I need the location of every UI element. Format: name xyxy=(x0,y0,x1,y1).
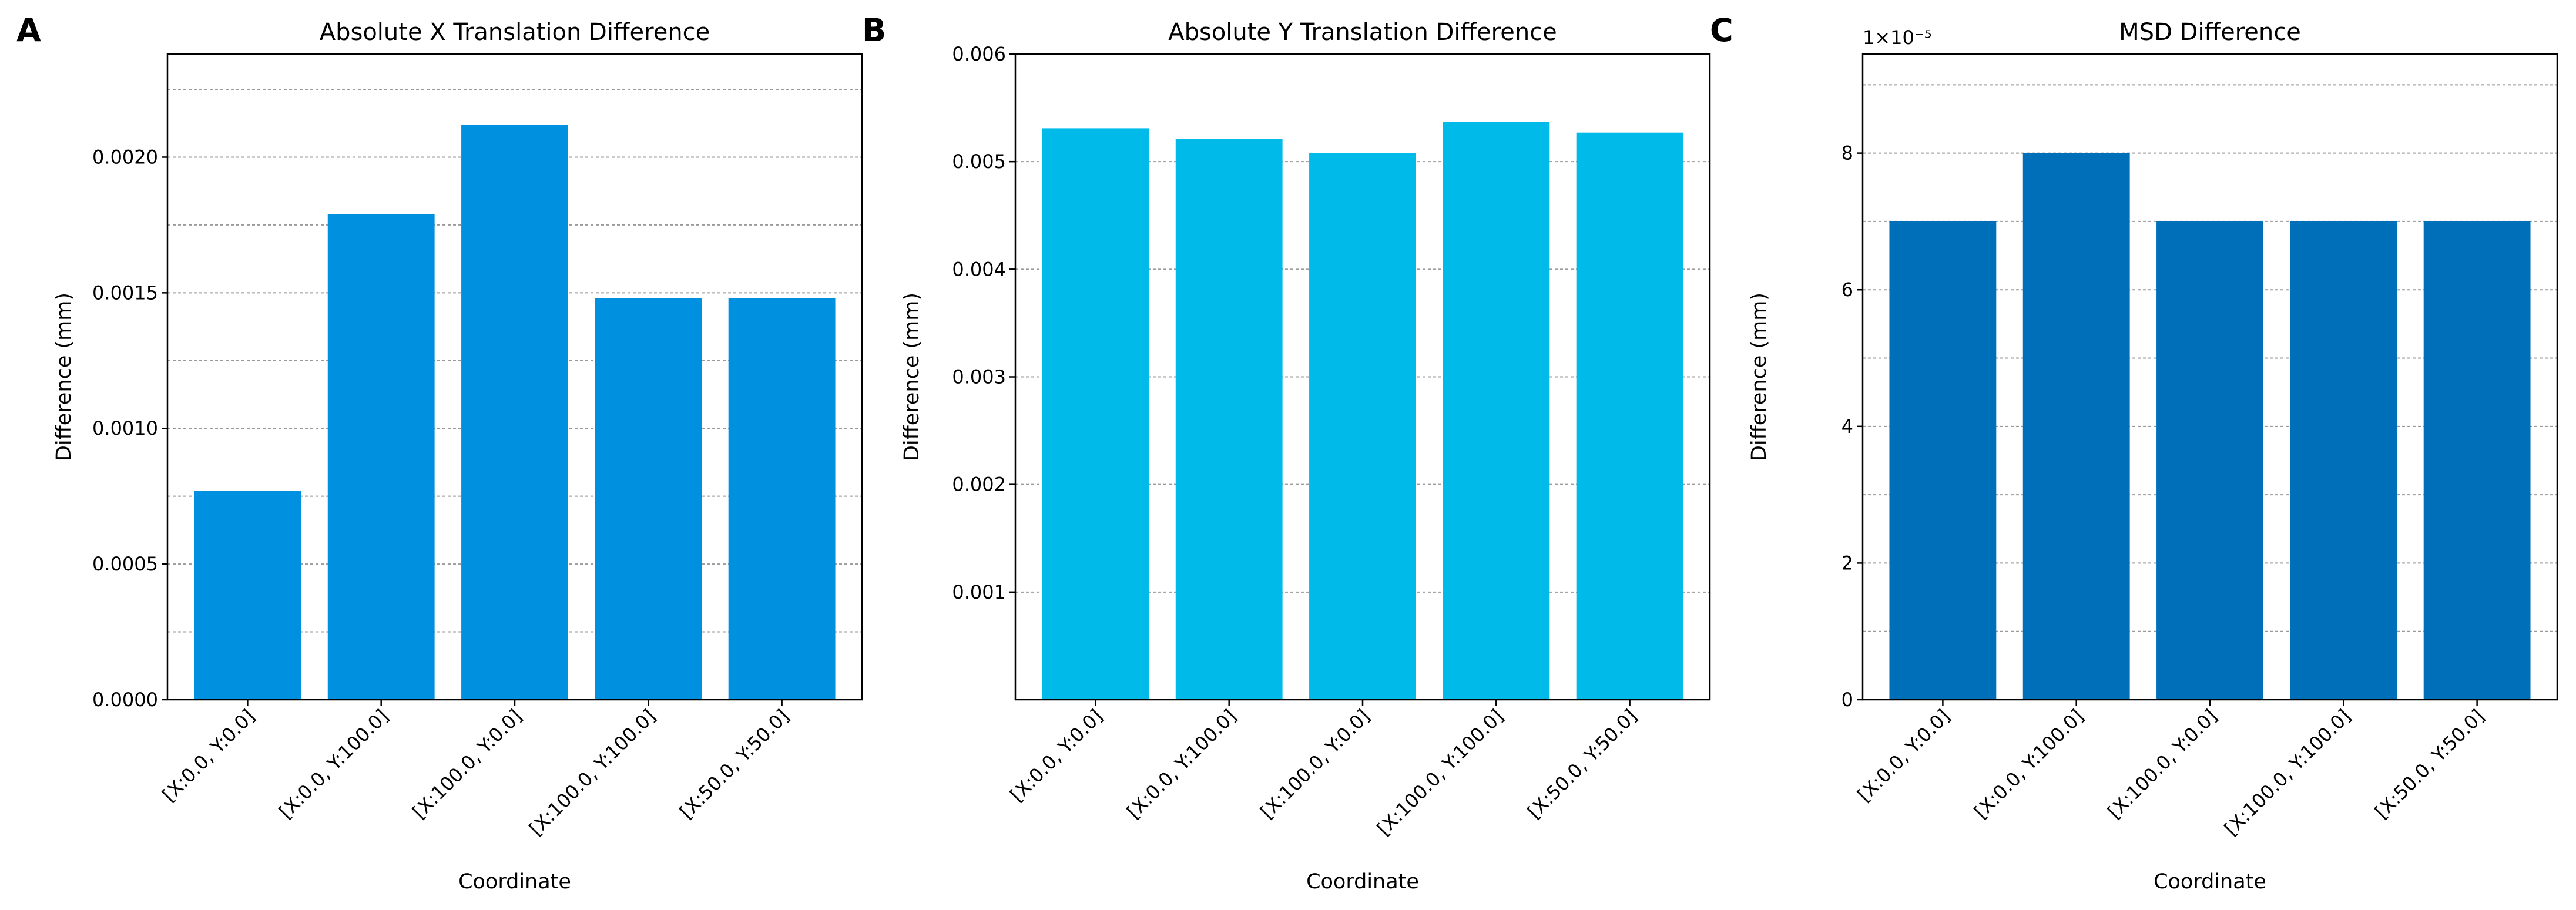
y-tick-label: 0.001 xyxy=(952,581,1006,603)
bar xyxy=(461,125,568,700)
bar xyxy=(2156,221,2263,700)
y-axis-exponent: 1×10⁻⁵ xyxy=(1863,26,1932,49)
x-tick-label: [X:0.0, Y:0.0] xyxy=(158,705,259,806)
x-tick-label: [X:50.0, Y:50.0] xyxy=(1523,705,1641,823)
x-tick-label: [X:100.0, Y:0.0] xyxy=(2103,705,2221,823)
x-tick-label: [X:100.0, Y:100.0] xyxy=(1373,705,1508,840)
bar xyxy=(1576,132,1683,700)
bar xyxy=(728,298,836,700)
x-axis-label: Coordinate xyxy=(1306,870,1419,894)
bar xyxy=(1175,139,1283,700)
y-axis-label: Difference (mm) xyxy=(900,293,924,461)
chart-title: Absolute Y Translation Difference xyxy=(1168,19,1557,46)
x-axis-label: Coordinate xyxy=(2154,870,2266,894)
y-tick-label: 0.0020 xyxy=(92,146,158,168)
bar xyxy=(2022,153,2130,700)
y-tick-label: 0.002 xyxy=(952,474,1006,496)
x-tick-label: [X:0.0, Y:100.0] xyxy=(1122,705,1240,823)
x-tick-label: [X:100.0, Y:100.0] xyxy=(525,705,660,840)
bar xyxy=(1889,221,1997,700)
chart-panel-c: C MSD Difference [X:0.0, Y:0.0] [X:0.0, Y:1… xyxy=(1710,12,2558,894)
y-tick-label: 0.004 xyxy=(952,258,1006,280)
chart-title: MSD Difference xyxy=(2119,19,2301,46)
bar xyxy=(327,214,435,700)
bar xyxy=(595,298,702,700)
x-tick-label: [X:100.0, Y:0.0] xyxy=(408,705,526,823)
x-tick-label: [X:100.0, Y:100.0] xyxy=(2220,705,2355,840)
y-tick-label: 0.005 xyxy=(952,150,1006,173)
y-tick-label: 0.0010 xyxy=(92,417,158,439)
y-tick-label: 2 xyxy=(1842,552,1853,574)
x-tick-label: [X:0.0, Y:0.0] xyxy=(1853,705,1954,806)
bar xyxy=(2423,221,2531,700)
x-tick-label: [X:0.0, Y:0.0] xyxy=(1006,705,1107,806)
y-tick-label: 4 xyxy=(1842,415,1853,438)
y-tick-label: 0.0000 xyxy=(92,689,158,711)
plot-frame xyxy=(166,53,863,701)
panel-letter: B xyxy=(862,12,886,49)
bar xyxy=(194,491,301,700)
panel-letter: C xyxy=(1710,12,1733,49)
y-axis-label: Difference (mm) xyxy=(52,293,76,461)
x-axis-label: Coordinate xyxy=(458,870,571,894)
chart-panel-b: B Absolute Y Translation Difference [X:0.0… xyxy=(862,12,1711,894)
bar xyxy=(2290,221,2397,700)
y-tick-label: 0 xyxy=(1842,689,1853,711)
y-tick-label: 8 xyxy=(1842,142,1853,164)
y-tick-label: 0.006 xyxy=(952,43,1006,65)
y-tick-label: 6 xyxy=(1842,278,1853,301)
plot-frame xyxy=(1861,53,2558,701)
chart-title: Absolute X Translation Difference xyxy=(320,19,710,46)
x-tick-label: [X:100.0, Y:0.0] xyxy=(1256,705,1374,823)
x-tick-label: [X:0.0, Y:100.0] xyxy=(1970,705,2088,823)
x-tick-label: [X:50.0, Y:50.0] xyxy=(2370,705,2488,823)
bar xyxy=(1443,122,1550,700)
y-tick-label: 0.0005 xyxy=(92,553,158,575)
y-axis-label: Difference (mm) xyxy=(1747,293,1771,461)
panel-letter: A xyxy=(16,12,41,49)
x-tick-label: [X:0.0, Y:100.0] xyxy=(274,705,393,823)
x-tick-label: [X:50.0, Y:50.0] xyxy=(675,705,793,823)
y-tick-label: 0.0015 xyxy=(92,281,158,304)
bar xyxy=(1042,128,1149,700)
y-tick-label: 0.003 xyxy=(952,366,1006,388)
chart-panel-a: A Absolute X Translation Difference [X:0.0… xyxy=(16,12,863,894)
bar xyxy=(1309,153,1416,700)
